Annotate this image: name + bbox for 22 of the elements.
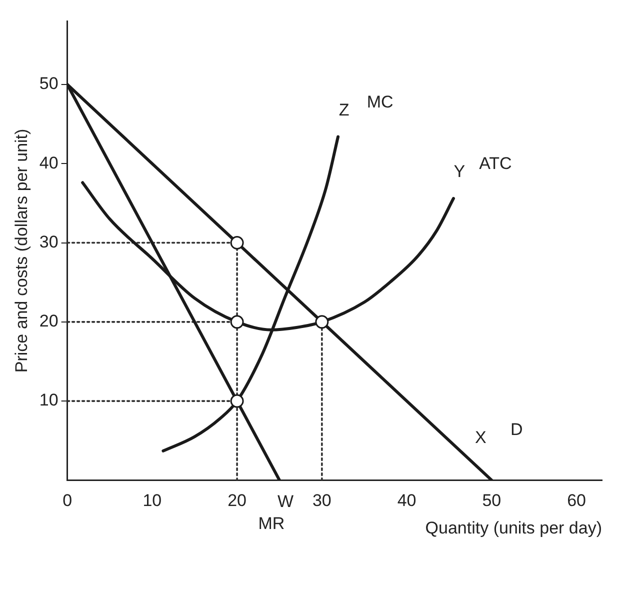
x-tick-label: 60: [567, 491, 586, 510]
x-tick-label: 20: [228, 491, 247, 510]
annotation: W: [277, 492, 294, 511]
y-tick-label: 20: [39, 312, 58, 331]
y-tick-label: 50: [39, 74, 58, 94]
x-tick-label: 50: [482, 491, 502, 510]
x-tick-label: 40: [397, 491, 416, 510]
x-tick-label: 0: [62, 491, 72, 510]
x-tick-label: 10: [142, 491, 162, 510]
annotation: ATC: [479, 154, 512, 174]
y-tick-label: 30: [39, 232, 58, 252]
annotation: Y: [454, 162, 466, 182]
annotation: D: [510, 420, 523, 440]
y-tick-label: 40: [39, 153, 58, 172]
y-axis-title: Price and costs (dollars per unit): [12, 128, 31, 373]
x-axis-title: Quantity (units per day): [425, 518, 602, 538]
annotation: MC: [366, 92, 394, 112]
annotation: Z: [338, 100, 350, 120]
annotation: MR: [258, 514, 285, 533]
annotation: X: [475, 428, 486, 448]
x-tick-label: 30: [312, 491, 332, 510]
y-tick-label: 10: [39, 390, 58, 410]
